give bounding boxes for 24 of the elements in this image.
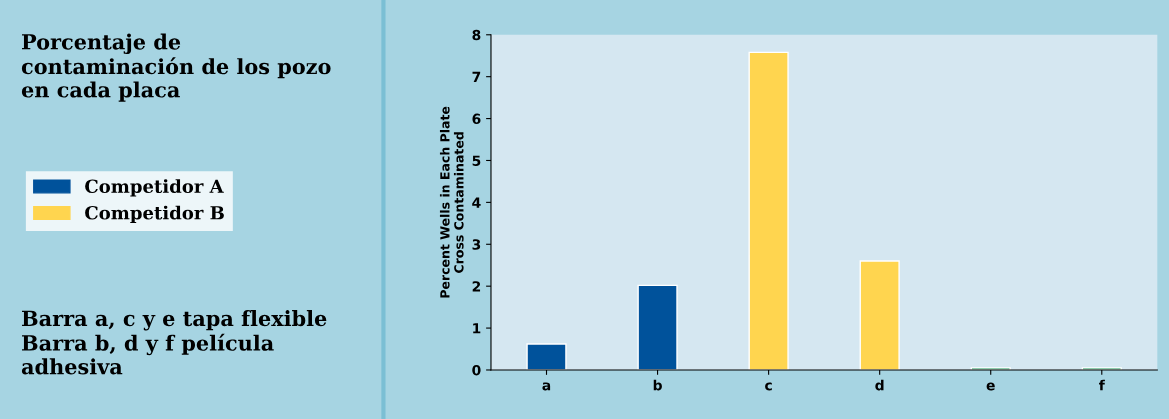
x-tick-label: f: [1099, 379, 1105, 391]
bar: [526, 343, 567, 370]
y-tick-label: 3: [472, 239, 481, 250]
y-tick-label: 5: [472, 155, 481, 166]
y-tick-label: 6: [472, 113, 481, 125]
legend-label: Competidor B: [85, 205, 224, 224]
y-tick-label: 8: [472, 29, 481, 41]
bar: [859, 260, 900, 370]
bar: [637, 284, 678, 370]
y-tick-label: 0: [472, 364, 481, 376]
y-tick-label: 7: [472, 71, 481, 82]
bar: [748, 51, 789, 370]
x-tick-label: d: [875, 379, 884, 391]
text: Barra a, c y e tapa flexible Barra b, d y f película adhesiva: [21, 310, 327, 375]
x-tick-label: e: [986, 382, 995, 391]
legend-label: Competidor A: [85, 179, 224, 197]
y-tick-label: 1: [473, 323, 481, 334]
x-tick-label: a: [542, 382, 551, 391]
x-tick-label: b: [653, 379, 662, 391]
y-axis-title: Percent Wells in Each Plate Cross Contaminated: [439, 106, 464, 298]
x-tick-label: c: [765, 382, 772, 391]
text: Porcentaje de contaminación de los pozo en cada placa: [21, 33, 331, 102]
y-tick-label: 4: [472, 197, 481, 208]
y-tick-label: 2: [472, 281, 481, 292]
